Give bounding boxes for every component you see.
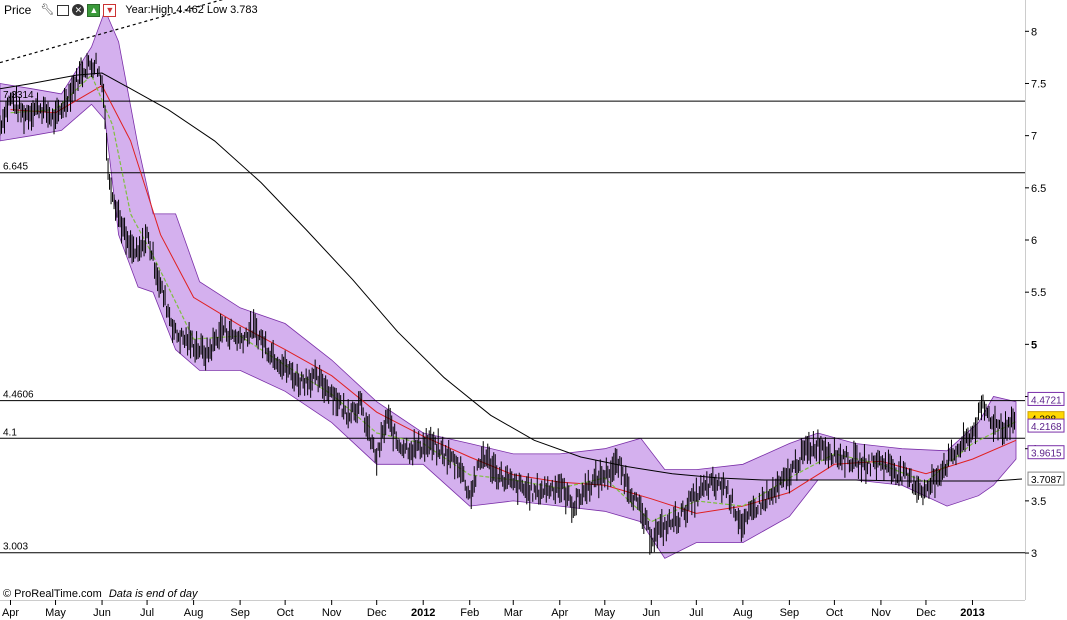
chart-title: Price: [4, 3, 32, 17]
level-label: 4.1: [3, 427, 17, 438]
level-label: 3.003: [3, 542, 28, 553]
y-tick-label: 3: [1031, 548, 1037, 560]
x-tick-label: Dec: [367, 607, 387, 619]
chart-toolbar: Price 🔧︎ ✕ ▲ ▼ Year:High 4.462 Low 3.783: [0, 0, 1025, 20]
x-tick-label: Apr: [551, 607, 568, 619]
y-tick-label: 5.5: [1031, 287, 1046, 299]
bollinger-band: [0, 9, 1017, 559]
value-label: 3.7087: [1031, 475, 1062, 486]
y-tick-label: 7: [1031, 131, 1037, 143]
wrench-icon[interactable]: 🔧︎: [40, 3, 55, 16]
y-tick-label: 8: [1031, 26, 1037, 38]
arrow-up-icon[interactable]: ▲: [87, 3, 101, 17]
level-label: 7.3314: [3, 90, 34, 101]
x-tick-label: Jul: [689, 607, 703, 619]
arrow-down-icon[interactable]: ▼: [103, 3, 117, 17]
x-tick-label: Apr: [2, 607, 19, 619]
x-tick-label: Jun: [642, 607, 660, 619]
value-label: 4.4721: [1031, 395, 1062, 406]
time-axis-border: [0, 600, 1025, 601]
y-tick-label: 6: [1031, 235, 1037, 247]
data-note: Data is end of day: [108, 588, 198, 600]
chart-footer: © ProRealTime.com Data is end of day: [3, 588, 198, 600]
close-icon[interactable]: ✕: [72, 4, 85, 16]
x-tick-label: May: [45, 607, 66, 619]
level-label: 4.4606: [3, 390, 34, 401]
x-tick-label: Oct: [277, 607, 294, 619]
x-tick-label: Mar: [504, 607, 523, 619]
x-tick-label: 2013: [960, 607, 984, 619]
value-label-box: [1027, 445, 1065, 460]
window-icon[interactable]: [57, 4, 70, 16]
x-tick-label: Nov: [322, 607, 342, 619]
y-tick-label: 5: [1031, 339, 1037, 351]
x-tick-label: May: [594, 607, 615, 619]
ma-slow-line: [0, 72, 1023, 482]
value-label: 4.2168: [1031, 422, 1062, 433]
year-high-low: Year:High 4.462 Low 3.783: [125, 4, 258, 16]
price-bars: [0, 52, 1015, 555]
x-tick-label: Aug: [733, 607, 753, 619]
value-label-box: [1027, 418, 1065, 433]
x-tick-label: Dec: [916, 607, 936, 619]
value-label-box: [1027, 391, 1065, 406]
x-tick-label: Sep: [230, 607, 250, 619]
y-tick-label: 3.5: [1031, 496, 1046, 508]
y-tick-label: 7.5: [1031, 78, 1046, 90]
x-tick-label: Sep: [780, 607, 800, 619]
price-axis-border: [1025, 0, 1026, 600]
x-tick-label: Aug: [184, 607, 204, 619]
x-tick-label: Feb: [460, 607, 479, 619]
value-label-box: [1027, 471, 1065, 486]
value-label: 3.9615: [1031, 449, 1062, 460]
x-tick-label: Jul: [140, 607, 154, 619]
x-tick-label: Oct: [826, 607, 843, 619]
level-label: 6.645: [3, 162, 28, 173]
x-tick-label: Jun: [93, 607, 111, 619]
y-tick-label: 6.5: [1031, 183, 1046, 195]
brand-label: © ProRealTime.com: [3, 588, 102, 600]
x-tick-label: Nov: [871, 607, 891, 619]
x-tick-label: 2012: [411, 607, 435, 619]
